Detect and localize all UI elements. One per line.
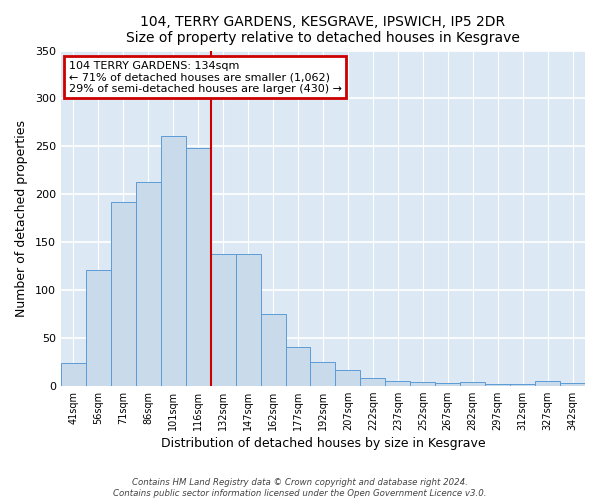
Text: Contains HM Land Registry data © Crown copyright and database right 2024.
Contai: Contains HM Land Registry data © Crown c…: [113, 478, 487, 498]
Bar: [460, 382, 485, 386]
Y-axis label: Number of detached properties: Number of detached properties: [15, 120, 28, 316]
Bar: [335, 370, 361, 386]
Bar: [260, 314, 286, 386]
Bar: [361, 378, 385, 386]
Bar: [560, 383, 585, 386]
Bar: [535, 381, 560, 386]
Bar: [385, 381, 410, 386]
Bar: [111, 202, 136, 386]
Bar: [211, 254, 236, 386]
Bar: [310, 362, 335, 386]
X-axis label: Distribution of detached houses by size in Kesgrave: Distribution of detached houses by size …: [161, 437, 485, 450]
Bar: [485, 384, 510, 386]
Bar: [410, 382, 435, 386]
Bar: [510, 384, 535, 386]
Bar: [236, 254, 260, 386]
Bar: [136, 182, 161, 386]
Bar: [435, 383, 460, 386]
Bar: [286, 348, 310, 386]
Bar: [86, 270, 111, 386]
Text: 104 TERRY GARDENS: 134sqm
← 71% of detached houses are smaller (1,062)
29% of se: 104 TERRY GARDENS: 134sqm ← 71% of detac…: [69, 60, 342, 94]
Bar: [61, 362, 86, 386]
Bar: [186, 148, 211, 386]
Title: 104, TERRY GARDENS, KESGRAVE, IPSWICH, IP5 2DR
Size of property relative to deta: 104, TERRY GARDENS, KESGRAVE, IPSWICH, I…: [126, 15, 520, 45]
Bar: [161, 136, 186, 386]
